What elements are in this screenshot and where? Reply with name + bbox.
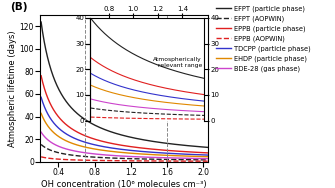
EFPT (particle phase) <box>150 140 154 143</box>
EHDP (particle phase) <box>150 153 154 156</box>
BDE-28 (gas phase) <box>206 158 210 160</box>
EFPT (particle phase) <box>82 118 86 120</box>
EPPB (AOPWIN) <box>206 160 210 162</box>
EFPT (AOPWIN) <box>82 155 86 158</box>
EPPB (particle phase) <box>69 127 73 129</box>
Line: EPPB (AOPWIN): EPPB (AOPWIN) <box>41 157 208 161</box>
EFPT (particle phase) <box>39 21 43 23</box>
EPPB (particle phase) <box>115 143 119 146</box>
Line: TDCPP (particle phase): TDCPP (particle phase) <box>41 97 208 155</box>
Line: BDE-28 (gas phase): BDE-28 (gas phase) <box>41 132 208 159</box>
EFPT (AOPWIN) <box>39 143 43 146</box>
Line: EFPT (AOPWIN): EFPT (AOPWIN) <box>41 145 208 160</box>
TDCPP (particle phase) <box>115 148 119 150</box>
X-axis label: OH concentration (10⁶ molecules cm⁻³): OH concentration (10⁶ molecules cm⁻³) <box>41 180 207 188</box>
EFPT (AOPWIN) <box>69 154 73 156</box>
BDE-28 (gas phase) <box>69 149 73 151</box>
EPPB (AOPWIN) <box>164 160 169 162</box>
BDE-28 (gas phase) <box>137 156 141 158</box>
EPPB (particle phase) <box>206 152 210 154</box>
BDE-28 (gas phase) <box>39 131 43 133</box>
EPPB (particle phase) <box>137 147 141 149</box>
EPPB (AOPWIN) <box>115 160 119 162</box>
Text: (B): (B) <box>10 2 27 12</box>
EFPT (particle phase) <box>137 138 141 140</box>
EHDP (particle phase) <box>115 151 119 153</box>
EPPB (particle phase) <box>150 148 154 150</box>
TDCPP (particle phase) <box>39 96 43 98</box>
Line: EFPT (particle phase): EFPT (particle phase) <box>41 22 208 147</box>
EPPB (particle phase) <box>39 75 43 77</box>
EHDP (particle phase) <box>137 153 141 155</box>
Y-axis label: Atmospheric lifetime (days): Atmospheric lifetime (days) <box>8 30 17 147</box>
BDE-28 (gas phase) <box>82 152 86 154</box>
EPPB (AOPWIN) <box>150 160 154 162</box>
EPPB (AOPWIN) <box>137 160 141 162</box>
EPPB (AOPWIN) <box>39 156 43 158</box>
BDE-28 (gas phase) <box>115 155 119 157</box>
EFPT (AOPWIN) <box>206 159 210 161</box>
BDE-28 (gas phase) <box>150 156 154 158</box>
EHDP (particle phase) <box>69 142 73 144</box>
Legend: EFPT (particle phase), EFPT (AOPWIN), EPPB (particle phase), EPPB (AOPWIN), TDCP: EFPT (particle phase), EFPT (AOPWIN), EP… <box>216 5 311 71</box>
EHDP (particle phase) <box>206 156 210 158</box>
Line: EPPB (particle phase): EPPB (particle phase) <box>41 76 208 153</box>
TDCPP (particle phase) <box>69 135 73 138</box>
EFPT (particle phase) <box>115 132 119 135</box>
EFPT (particle phase) <box>206 146 210 149</box>
EHDP (particle phase) <box>164 154 169 156</box>
EFPT (AOPWIN) <box>150 158 154 160</box>
TDCPP (particle phase) <box>164 152 169 154</box>
EFPT (AOPWIN) <box>164 158 169 161</box>
TDCPP (particle phase) <box>206 154 210 156</box>
EHDP (particle phase) <box>39 112 43 114</box>
TDCPP (particle phase) <box>82 141 86 143</box>
EFPT (AOPWIN) <box>137 158 141 160</box>
EFPT (particle phase) <box>164 142 169 144</box>
BDE-28 (gas phase) <box>164 157 169 159</box>
EPPB (particle phase) <box>82 134 86 136</box>
Line: EHDP (particle phase): EHDP (particle phase) <box>41 113 208 157</box>
EHDP (particle phase) <box>82 146 86 148</box>
EPPB (AOPWIN) <box>82 159 86 161</box>
EPPB (particle phase) <box>164 149 169 152</box>
EPPB (AOPWIN) <box>69 159 73 161</box>
TDCPP (particle phase) <box>150 151 154 153</box>
EFPT (AOPWIN) <box>115 157 119 159</box>
EFPT (particle phase) <box>69 106 73 108</box>
TDCPP (particle phase) <box>137 150 141 152</box>
